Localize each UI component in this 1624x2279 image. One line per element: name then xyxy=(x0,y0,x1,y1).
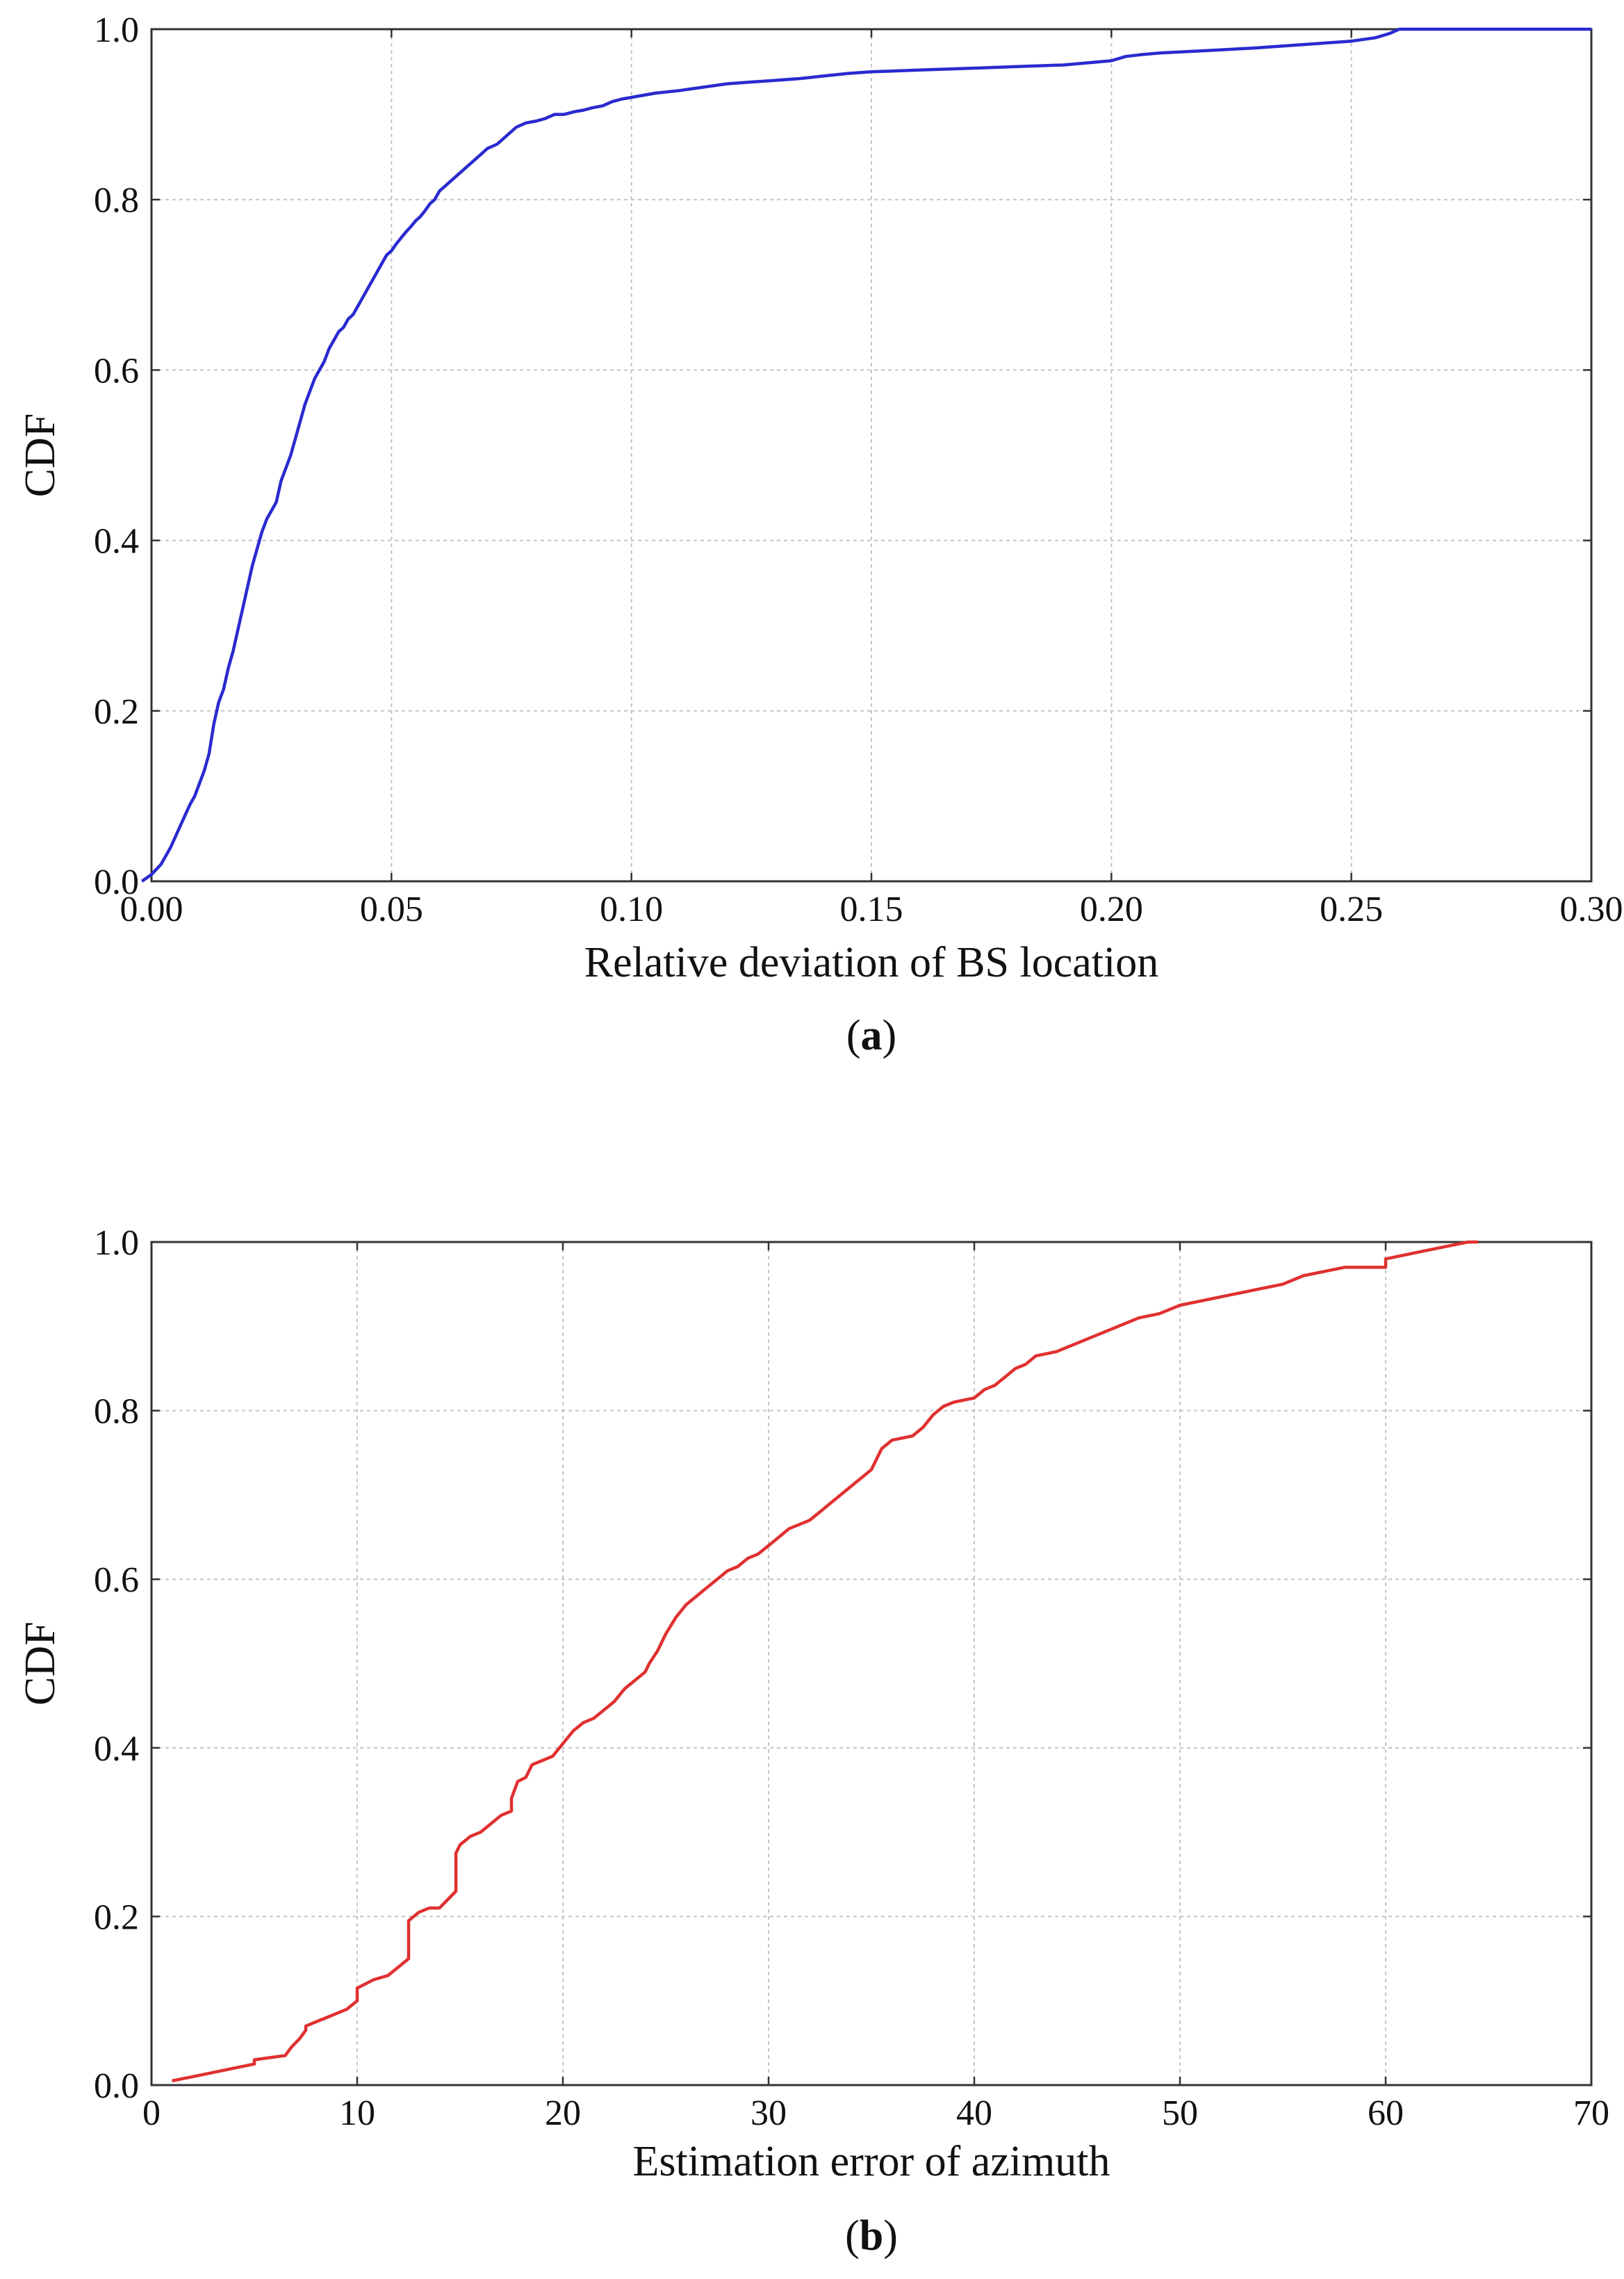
b-caption-letter: b xyxy=(860,2212,883,2260)
a-y-axis-label: CDF xyxy=(17,414,64,498)
a-y-tick-label: 0.0 xyxy=(94,863,139,902)
a-y-tick-label: 0.8 xyxy=(94,181,139,220)
b-plot-frame xyxy=(150,1241,1593,2086)
b-cdf-curve xyxy=(172,1240,1479,2083)
b-y-tick-label: 0.2 xyxy=(94,1897,139,1937)
a-x-tick-label: 0.10 xyxy=(600,890,663,929)
a-caption: (a) xyxy=(846,1012,896,1059)
b-x-tick-label: 50 xyxy=(1162,2093,1198,2133)
b-x-tick-label: 70 xyxy=(1573,2093,1609,2133)
b-y-tick-label: 0.0 xyxy=(94,2066,139,2106)
a-x-axis-label: Relative deviation of BS location xyxy=(584,939,1159,986)
b-y-tick-label: 1.0 xyxy=(94,1223,139,1263)
a-x-tick-label: 0.30 xyxy=(1560,890,1623,929)
b-x-tick-label: 60 xyxy=(1368,2093,1404,2133)
a-y-tick-label: 0.6 xyxy=(94,351,139,391)
a-x-tick-label: 0.00 xyxy=(120,890,183,929)
b-caption: (b) xyxy=(845,2212,898,2260)
b-x-tick-label: 0 xyxy=(142,2093,161,2133)
a-x-tick-label: 0.20 xyxy=(1080,890,1143,929)
b-x-tick-label: 10 xyxy=(339,2093,375,2133)
a-x-tick-label: 0.25 xyxy=(1320,890,1383,929)
a-x-tick-label: 0.05 xyxy=(360,890,423,929)
a-y-tick-label: 1.0 xyxy=(94,10,139,50)
b-x-tick-label: 30 xyxy=(751,2093,787,2133)
b-y-tick-label: 0.4 xyxy=(94,1729,139,1769)
b-x-tick-label: 40 xyxy=(956,2093,992,2133)
a-caption-letter: a xyxy=(861,1012,883,1059)
panel-b-chart: 0 10 20 30 40 50 60 70 0.0 0.2 0.4 0.6 0.8 1.0 Estimat… xyxy=(17,1223,1609,2260)
b-x-tick-label: 20 xyxy=(545,2093,581,2133)
a-y-tick-label: 0.2 xyxy=(94,692,139,732)
b-y-tick-label: 0.8 xyxy=(94,1392,139,1432)
a-y-tick-label: 0.4 xyxy=(94,522,139,562)
a-x-tick-label: 0.15 xyxy=(840,890,903,929)
b-x-axis-label: Estimation error of azimuth xyxy=(633,2138,1110,2185)
panel-a-chart: 0.00 0.05 0.10 0.15 0.20 0.25 0.30 0.0 0.2 0.4 0.6… xyxy=(17,10,1623,1059)
b-y-axis-label: CDF xyxy=(17,1622,64,1706)
a-cdf-curve xyxy=(140,27,1591,883)
b-y-tick-label: 0.6 xyxy=(94,1560,139,1600)
